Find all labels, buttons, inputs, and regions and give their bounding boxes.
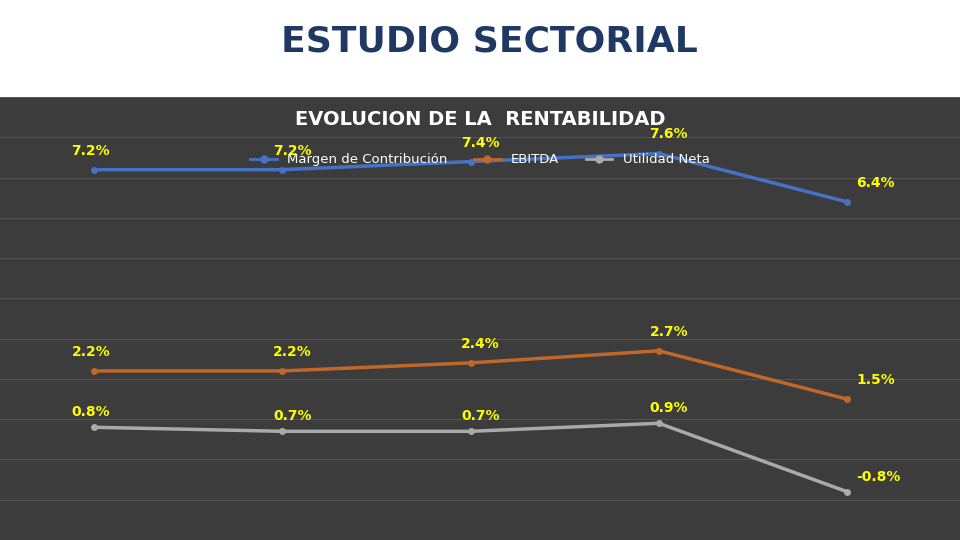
Text: 2.7%: 2.7% (649, 325, 688, 339)
Text: 7.6%: 7.6% (649, 127, 688, 141)
Text: 7.2%: 7.2% (273, 144, 312, 158)
Text: -0.8%: -0.8% (856, 470, 900, 484)
Text: 7.4%: 7.4% (461, 136, 500, 150)
Text: 0.8%: 0.8% (72, 405, 110, 419)
Text: 0.7%: 0.7% (461, 409, 499, 423)
Text: 2.4%: 2.4% (461, 337, 500, 351)
Text: 2.2%: 2.2% (273, 345, 312, 359)
Text: ESTUDIO SECTORIAL: ESTUDIO SECTORIAL (281, 24, 698, 58)
Text: 0.7%: 0.7% (273, 409, 311, 423)
Text: 1.5%: 1.5% (856, 373, 896, 387)
Text: 6.4%: 6.4% (856, 176, 895, 190)
Text: 2.2%: 2.2% (72, 345, 110, 359)
Legend: Margen de Contribución, EBITDA, Utilidad Neta: Margen de Contribución, EBITDA, Utilidad… (245, 148, 715, 172)
Text: 7.2%: 7.2% (72, 144, 110, 158)
Text: 0.9%: 0.9% (649, 401, 688, 415)
Text: EVOLUCION DE LA  RENTABILIDAD: EVOLUCION DE LA RENTABILIDAD (295, 111, 665, 130)
